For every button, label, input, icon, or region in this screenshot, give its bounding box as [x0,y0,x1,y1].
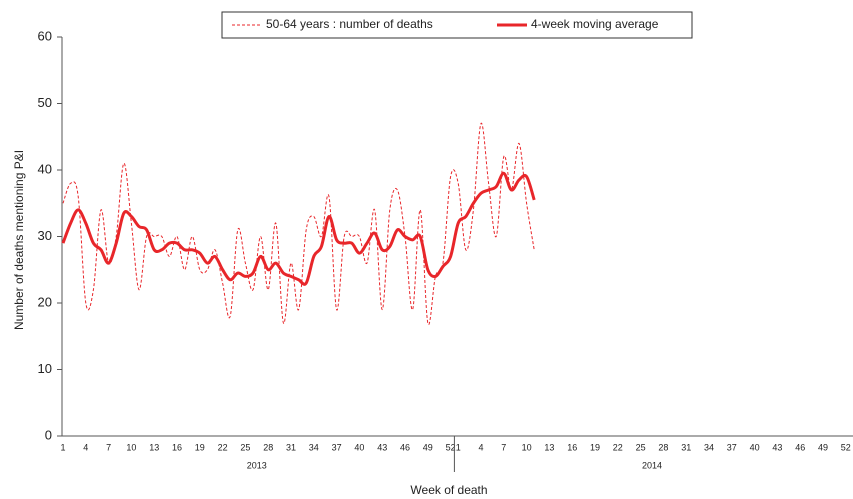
x-tick-label: 34 [704,442,714,452]
x-tick-label: 1 [456,442,461,452]
x-tick-label: 16 [172,442,182,452]
series-line [61,171,536,286]
y-axis-label: Number of deaths mentioning P&I [12,150,26,330]
y-tick-label: 10 [38,361,52,376]
x-tick-label: 7 [106,442,111,452]
series-line [62,122,535,326]
x-tick-label: 1 [60,442,65,452]
x-tick-label: 10 [126,442,136,452]
x-tick-label: 22 [613,442,623,452]
x-tick-label: 46 [400,442,410,452]
x-tick-label: 4 [83,442,88,452]
x-tick-label: 16 [567,442,577,452]
x-tick-label: 43 [377,442,387,452]
x-tick-label: 49 [818,442,828,452]
x-tick-label: 43 [772,442,782,452]
x-tick-label: 34 [309,442,319,452]
x-tick-label: 19 [195,442,205,452]
x-tick-label: 49 [423,442,433,452]
x-tick-label: 25 [636,442,646,452]
x-tick-label: 28 [658,442,668,452]
x-tick-label: 46 [795,442,805,452]
x-tick-label: 25 [240,442,250,452]
x-tick-label: 37 [332,442,342,452]
x-tick-label: 19 [590,442,600,452]
x-tick-label: 52 [841,442,851,452]
x-tick-label: 37 [727,442,737,452]
x-tick-label: 31 [681,442,691,452]
legend-label: 4-week moving average [531,17,659,31]
x-tick-label: 52 [446,442,456,452]
x-group-label: 2013 [247,460,267,470]
x-tick-label: 13 [544,442,554,452]
y-tick-label: 40 [38,161,52,176]
x-tick-label: 40 [750,442,760,452]
legend-box [221,11,693,39]
x-tick-label: 7 [501,442,506,452]
x-tick-label: 31 [286,442,296,452]
y-tick-label: 50 [38,95,52,110]
y-tick-label: 30 [38,228,52,243]
y-tick-label: 0 [45,427,52,442]
x-tick-label: 40 [354,442,364,452]
x-tick-label: 10 [522,442,532,452]
legend-label: 50-64 years : number of deaths [266,17,433,31]
x-tick-label: 28 [263,442,273,452]
x-tick-label: 13 [149,442,159,452]
x-axis-label: Week of death [410,483,487,497]
x-tick-label: 22 [218,442,228,452]
y-tick-label: 60 [38,28,52,43]
x-group-label: 2014 [642,460,662,470]
x-tick-label: 4 [478,442,483,452]
y-tick-label: 20 [38,294,52,309]
